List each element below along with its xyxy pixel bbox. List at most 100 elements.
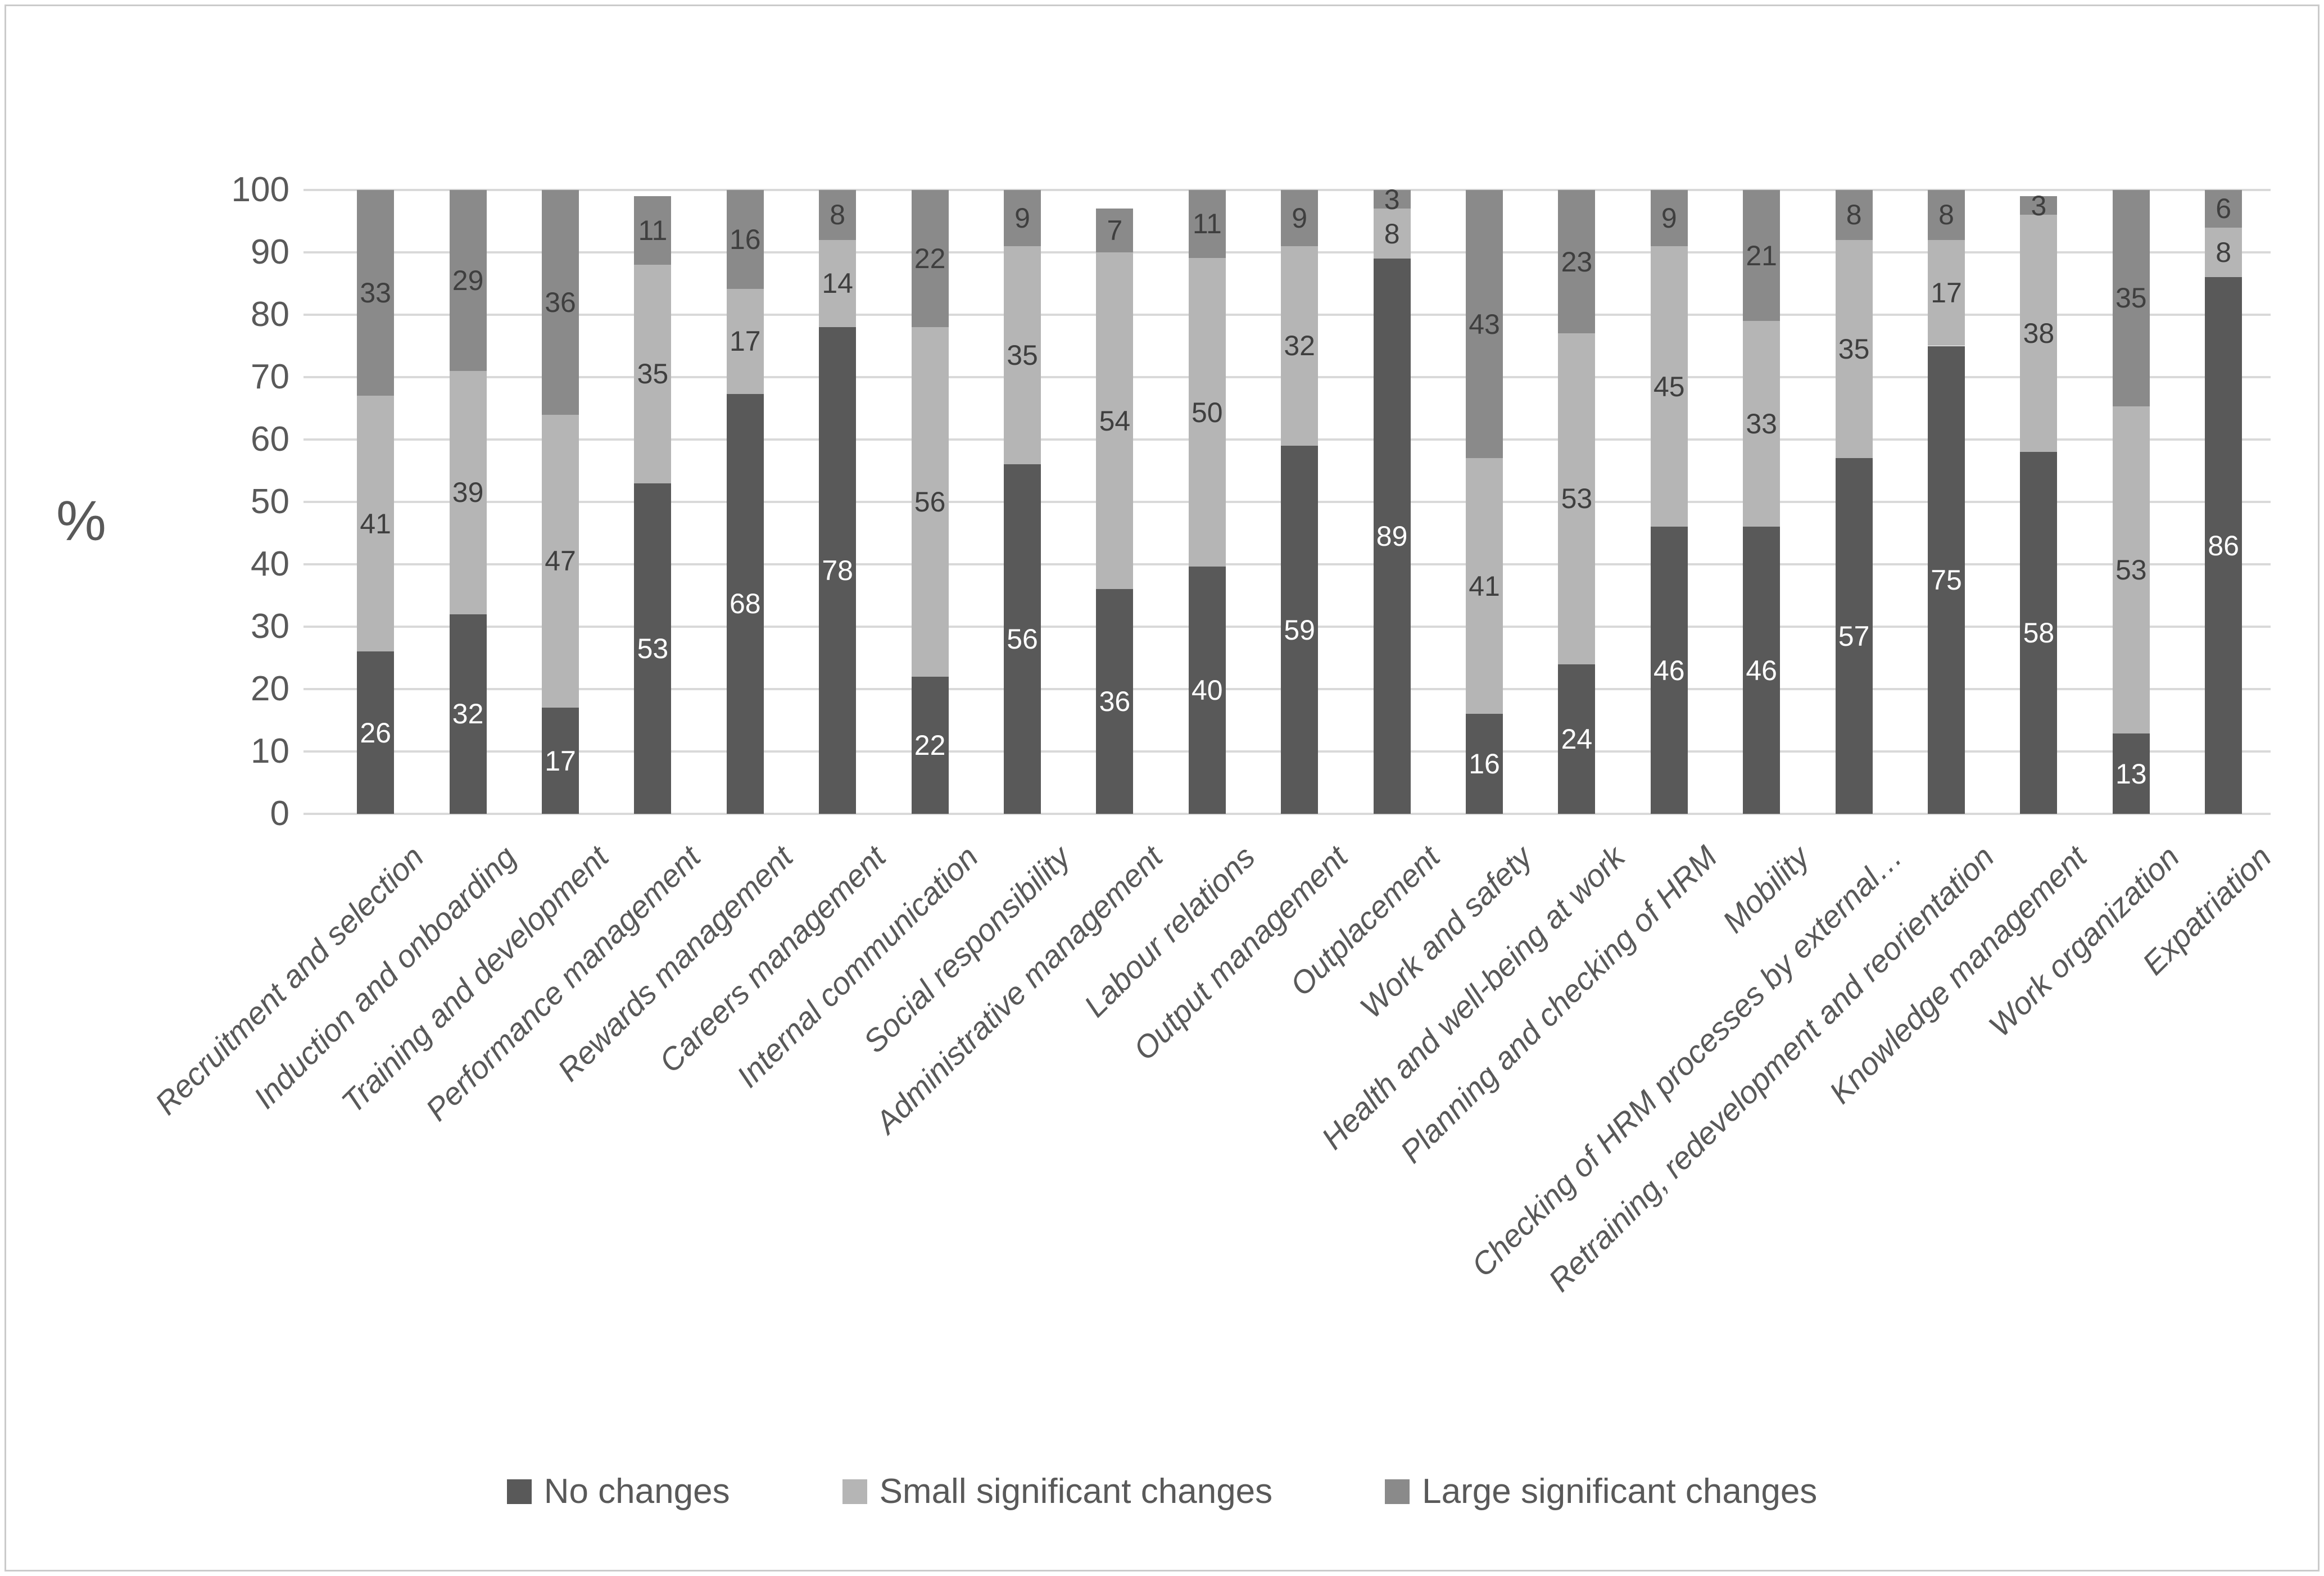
bar-segment: 68 (726, 393, 764, 814)
value-label: 59 (1284, 614, 1315, 646)
bar-segment: 3 (2020, 192, 2058, 220)
bar-segment: 22 (911, 676, 949, 814)
legend-swatch (506, 1479, 532, 1504)
category-label: Work and safety (1353, 839, 1539, 1025)
bar-segment: 8 (819, 190, 857, 240)
value-label: 78 (822, 555, 853, 587)
bar-segment: 8 (1373, 209, 1411, 259)
bar-segment: 56 (1004, 464, 1041, 814)
value-label: 3 (1384, 183, 1400, 215)
bar-segment: 6 (2205, 190, 2243, 228)
value-label: 29 (452, 264, 484, 296)
value-label: 35 (1838, 333, 1870, 365)
value-label: 9 (1661, 202, 1677, 234)
value-label: 21 (1746, 239, 1777, 271)
bar-segment: 36 (1096, 589, 1134, 814)
bar-segment: 17 (1928, 239, 1965, 346)
bar-segment: 35 (1004, 246, 1041, 465)
bar-segment: 14 (819, 239, 857, 328)
y-tick-label: 90 (251, 233, 289, 271)
value-label: 11 (638, 215, 668, 247)
value-label: 16 (729, 223, 761, 255)
bar-segment: 16 (1466, 714, 1503, 814)
legend-label: Small significant changes (879, 1472, 1273, 1511)
bar-segment: 58 (2020, 452, 2058, 814)
y-tick-label: 50 (251, 482, 289, 521)
bar-segment: 3 (1373, 185, 1411, 214)
value-label: 35 (1007, 339, 1038, 372)
value-label: 35 (637, 358, 669, 390)
value-label: 36 (545, 286, 576, 318)
bar-segment: 35 (2112, 190, 2150, 406)
bar-segment: 36 (542, 190, 579, 415)
y-tick-label: 0 (270, 794, 289, 833)
value-label: 33 (1746, 408, 1777, 440)
bar-segment: 33 (357, 190, 395, 396)
value-label: 86 (2208, 529, 2239, 561)
legend-item: Small significant changes (842, 1471, 1273, 1511)
y-tick-label: 20 (251, 669, 289, 708)
value-label: 6 (2216, 193, 2232, 225)
value-label: 9 (1014, 202, 1030, 234)
bar-segment: 57 (1835, 458, 1873, 814)
value-label: 36 (1099, 686, 1131, 718)
value-label: 33 (360, 277, 391, 309)
value-label: 32 (452, 698, 484, 730)
bar-segment: 16 (726, 190, 764, 289)
value-label: 56 (914, 486, 946, 518)
bar-segment: 17 (542, 708, 579, 814)
y-axis-title: % (56, 490, 106, 552)
bar-segment: 8 (1835, 190, 1873, 240)
legend-label: No changes (543, 1472, 730, 1511)
legend-item: Large significant changes (1385, 1471, 1817, 1511)
gridline (303, 813, 2271, 815)
y-tick-label: 80 (251, 295, 289, 334)
bar-segment: 11 (634, 196, 672, 265)
value-label: 58 (2023, 617, 2055, 649)
y-tick-label: 70 (251, 357, 289, 396)
value-label: 40 (1191, 674, 1223, 707)
bar-segment: 13 (2112, 733, 2150, 814)
y-tick-label: 100 (231, 170, 289, 209)
value-label: 7 (1107, 215, 1123, 247)
value-label: 8 (1384, 218, 1400, 250)
bar-segment: 41 (357, 396, 395, 652)
bar-segment: 75 (1928, 346, 1965, 814)
category-label: Checking of HRM processes by external… (1464, 839, 1909, 1284)
value-label: 11 (1192, 208, 1222, 240)
value-label: 53 (637, 632, 669, 664)
value-label: 23 (1561, 246, 1593, 278)
bar-segment: 46 (1650, 527, 1688, 814)
value-label: 41 (1469, 570, 1500, 602)
value-label: 8 (1938, 199, 1954, 231)
bar-segment: 43 (1466, 190, 1503, 459)
value-label: 45 (1653, 370, 1685, 402)
legend-swatch (1385, 1479, 1410, 1504)
bar-segment: 33 (1743, 321, 1781, 527)
value-label: 17 (729, 325, 761, 357)
value-label: 9 (1292, 202, 1308, 234)
bar-segment: 24 (1558, 664, 1596, 814)
bar-segment: 7 (1096, 209, 1134, 252)
bar-segment: 40 (1188, 567, 1226, 814)
value-label: 57 (1838, 620, 1870, 652)
value-label: 17 (1931, 277, 1962, 309)
value-label: 68 (729, 588, 761, 620)
value-label: 22 (914, 243, 946, 275)
value-label: 46 (1746, 654, 1777, 686)
bar-segment: 53 (2112, 406, 2150, 734)
value-label: 38 (2023, 318, 2055, 350)
value-label: 22 (914, 729, 946, 761)
value-label: 17 (545, 745, 576, 777)
value-label: 54 (1099, 405, 1131, 437)
y-tick-label: 10 (251, 732, 289, 771)
bar-segment: 32 (449, 614, 487, 814)
value-label: 75 (1931, 564, 1962, 596)
bar-segment: 11 (1188, 190, 1226, 258)
bar-segment: 50 (1188, 257, 1226, 567)
value-label: 8 (830, 199, 846, 231)
bar-segment: 54 (1096, 252, 1134, 590)
bar-segment: 45 (1650, 246, 1688, 527)
